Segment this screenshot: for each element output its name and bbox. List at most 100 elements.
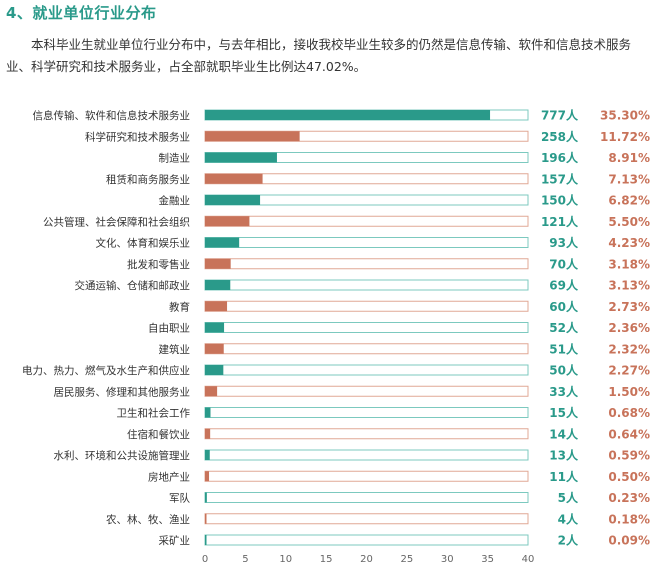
- percent-label: 2.36%: [608, 321, 650, 335]
- bar-track: [204, 322, 529, 333]
- count-label: 14人: [549, 426, 579, 441]
- x-tick-label: 0: [202, 554, 208, 565]
- bar-track: [204, 534, 529, 546]
- bar: [205, 110, 491, 120]
- bar: [205, 513, 207, 524]
- bar-track: [204, 364, 529, 376]
- bar-track: [204, 343, 529, 355]
- count-label: 2人: [558, 533, 579, 548]
- count-label: 11人: [549, 469, 579, 484]
- percent-label: 8.91%: [608, 151, 650, 165]
- count-label: 777人: [541, 108, 579, 123]
- category-label: 电力、热力、燃气及水生产和供应业: [22, 364, 190, 377]
- category-label: 居民服务、修理和其他服务业: [54, 385, 191, 398]
- category-label: 军队: [169, 492, 190, 505]
- bar: [205, 471, 210, 482]
- category-label: 信息传输、软件和信息技术服务业: [33, 109, 191, 122]
- count-label: 33人: [549, 384, 579, 399]
- bar: [205, 237, 240, 248]
- bar: [205, 407, 211, 418]
- bar-track: [204, 449, 529, 461]
- percent-label: 11.72%: [600, 130, 650, 144]
- category-label: 交通运输、仓储和邮政业: [75, 279, 191, 292]
- percent-label: 2.73%: [608, 300, 650, 314]
- bar-track: [204, 300, 529, 312]
- category-label: 采矿业: [159, 534, 191, 547]
- bar-track: [204, 407, 529, 418]
- category-label: 农、林、牧、渔业: [106, 513, 190, 526]
- percent-label: 4.23%: [608, 236, 650, 250]
- percent-label: 2.32%: [608, 342, 650, 356]
- bar-track: [204, 428, 529, 440]
- bar-track: [204, 513, 529, 525]
- bar: [205, 450, 210, 460]
- x-tick-label: 40: [522, 554, 535, 565]
- count-label: 52人: [549, 320, 579, 335]
- bar: [205, 195, 261, 205]
- percent-label: 7.13%: [608, 172, 650, 186]
- x-tick-label: 35: [481, 554, 494, 565]
- percent-label: 5.50%: [608, 215, 650, 229]
- bar: [205, 386, 218, 397]
- count-label: 121人: [541, 214, 579, 229]
- x-tick-label: 5: [242, 554, 248, 565]
- bar-track: [204, 279, 529, 291]
- bar-track: [204, 492, 529, 503]
- category-label: 自由职业: [148, 322, 190, 335]
- percent-label: 1.50%: [608, 385, 650, 399]
- count-label: 5人: [558, 490, 579, 505]
- category-label: 水利、环境和公共设施管理业: [54, 449, 191, 462]
- count-label: 93人: [549, 235, 579, 250]
- count-label: 258人: [541, 129, 579, 144]
- category-label: 建筑业: [159, 343, 191, 356]
- percent-label: 0.64%: [608, 427, 650, 441]
- category-label: 批发和零售业: [127, 258, 190, 271]
- bar-track: [204, 215, 529, 227]
- percent-label: 0.68%: [608, 406, 650, 420]
- bar: [205, 216, 250, 227]
- percent-label: 2.27%: [608, 364, 650, 378]
- bar-track: [204, 470, 529, 482]
- count-label: 51人: [549, 341, 579, 356]
- intro-paragraph: 本科毕业生就业单位行业分布中，与去年相比，接收我校毕业生较多的仍然是信息传输、软…: [6, 37, 632, 74]
- category-label: 房地产业: [148, 470, 190, 483]
- category-label: 教育: [169, 300, 190, 313]
- bar: [205, 301, 228, 312]
- percent-label: 0.09%: [608, 534, 650, 548]
- x-tick-label: 10: [279, 554, 292, 565]
- percent-label: 0.18%: [608, 512, 650, 526]
- percent-label: 35.30%: [600, 109, 650, 123]
- percent-label: 3.18%: [608, 257, 650, 271]
- bar: [205, 535, 207, 545]
- count-label: 157人: [541, 171, 579, 186]
- category-label: 公共管理、社会保障和社会组织: [43, 215, 190, 228]
- count-label: 15人: [549, 405, 579, 420]
- count-label: 70人: [549, 256, 579, 271]
- bar: [205, 492, 207, 503]
- count-label: 196人: [541, 150, 579, 165]
- percent-label: 3.13%: [608, 279, 650, 293]
- x-tick-label: 20: [360, 554, 373, 565]
- percent-label: 0.50%: [608, 470, 650, 484]
- count-label: 50人: [549, 363, 579, 378]
- category-label: 卫生和社会工作: [117, 407, 191, 420]
- count-label: 13人: [549, 448, 579, 463]
- category-label: 科学研究和技术服务业: [85, 130, 190, 143]
- bar: [205, 322, 225, 333]
- category-label: 住宿和餐饮业: [127, 428, 190, 441]
- percent-label: 0.59%: [608, 449, 650, 463]
- count-label: 4人: [558, 511, 579, 526]
- bar-track: [204, 385, 529, 397]
- bar-track: [204, 237, 529, 248]
- bar: [205, 428, 211, 439]
- bar: [205, 131, 300, 142]
- count-label: 69人: [549, 278, 579, 293]
- x-tick-label: 30: [441, 554, 454, 565]
- bar: [205, 343, 224, 354]
- category-label: 文化、体育和娱乐业: [96, 237, 191, 250]
- x-tick-label: 25: [401, 554, 414, 565]
- bar: [205, 258, 231, 269]
- bar: [205, 365, 224, 375]
- percent-label: 6.82%: [608, 194, 650, 208]
